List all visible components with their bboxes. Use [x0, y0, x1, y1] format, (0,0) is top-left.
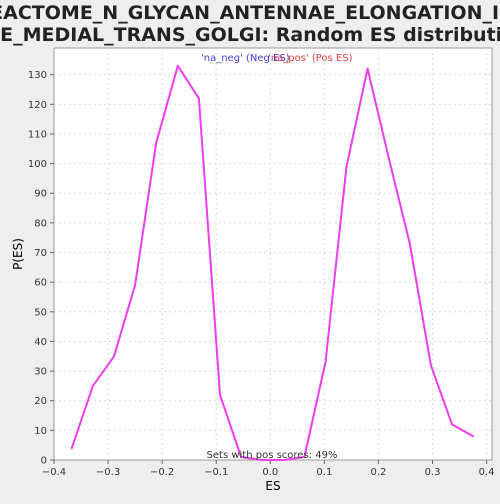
data-point	[176, 64, 179, 67]
data-point	[387, 156, 390, 159]
data-point	[91, 384, 94, 387]
y-tick-label: 0	[41, 456, 47, 467]
y-tick-label: 100	[28, 159, 47, 170]
x-tick-label: −0.1	[204, 467, 228, 478]
data-point	[134, 284, 137, 287]
legend-entry-pos: 'na_pos' (Pos ES)	[268, 53, 353, 64]
y-tick-label: 50	[34, 307, 47, 318]
x-tick-label: −0.3	[96, 467, 120, 478]
data-point	[366, 67, 369, 70]
x-tick-label: 0.2	[370, 467, 386, 478]
series-layer	[70, 64, 475, 461]
y-tick-label: 80	[34, 218, 47, 229]
plot-area	[53, 47, 493, 461]
x-axis: −0.4 −0.3 −0.2 −0.1 0.0 0.1 0.2 0.3 0.4	[42, 460, 495, 478]
data-point	[324, 361, 327, 364]
y-axis-label: P(ES)	[11, 238, 25, 270]
x-tick-label: −0.2	[150, 467, 174, 478]
y-tick-label: 90	[34, 189, 47, 200]
series-line	[70, 64, 474, 461]
y-axis: 0 10 20 30 40 50 60 70 80 90 100 110 120 130	[28, 70, 54, 467]
y-tick-label: 60	[34, 278, 47, 289]
data-point	[113, 355, 115, 358]
y-tick-label: 30	[34, 367, 47, 378]
annotation-pos-scores: Sets with pos scores: 49%	[207, 450, 338, 461]
data-point	[345, 165, 348, 168]
y-tick-label: 120	[28, 100, 47, 111]
data-point	[240, 456, 243, 458]
data-point	[261, 459, 264, 461]
x-tick-label: 0.3	[425, 467, 441, 478]
data-point	[451, 423, 453, 426]
x-tick-label: −0.4	[42, 467, 66, 478]
data-point	[303, 456, 306, 458]
data-point	[70, 447, 73, 450]
chart-title-line-1: REACTOME_N_GLYCAN_ANTENNAE_ELONGATION_IN…	[0, 2, 500, 24]
data-point	[282, 459, 285, 461]
data-point	[408, 242, 411, 245]
data-point	[472, 435, 475, 438]
data-point	[197, 97, 200, 100]
x-tick-label: 0.0	[262, 467, 278, 478]
chart-title-line-2: THE_MEDIAL_TRANS_GOLGI: Random ES distri…	[0, 24, 500, 46]
x-tick-label: 0.4	[479, 467, 495, 478]
y-tick-label: 130	[28, 70, 47, 81]
grid-lines	[54, 48, 492, 460]
y-tick-label: 110	[28, 129, 47, 140]
y-tick-label: 70	[34, 248, 47, 259]
y-tick-label: 20	[34, 396, 47, 407]
y-tick-label: 10	[34, 426, 47, 437]
data-point	[155, 141, 158, 144]
legend-entry-neg: 'na_neg' (Neg ES)	[201, 53, 290, 64]
y-tick-label: 40	[34, 337, 47, 348]
data-point	[219, 393, 221, 396]
data-point	[429, 364, 432, 367]
x-tick-label: 0.1	[316, 467, 332, 478]
x-axis-label: ES	[265, 479, 280, 493]
